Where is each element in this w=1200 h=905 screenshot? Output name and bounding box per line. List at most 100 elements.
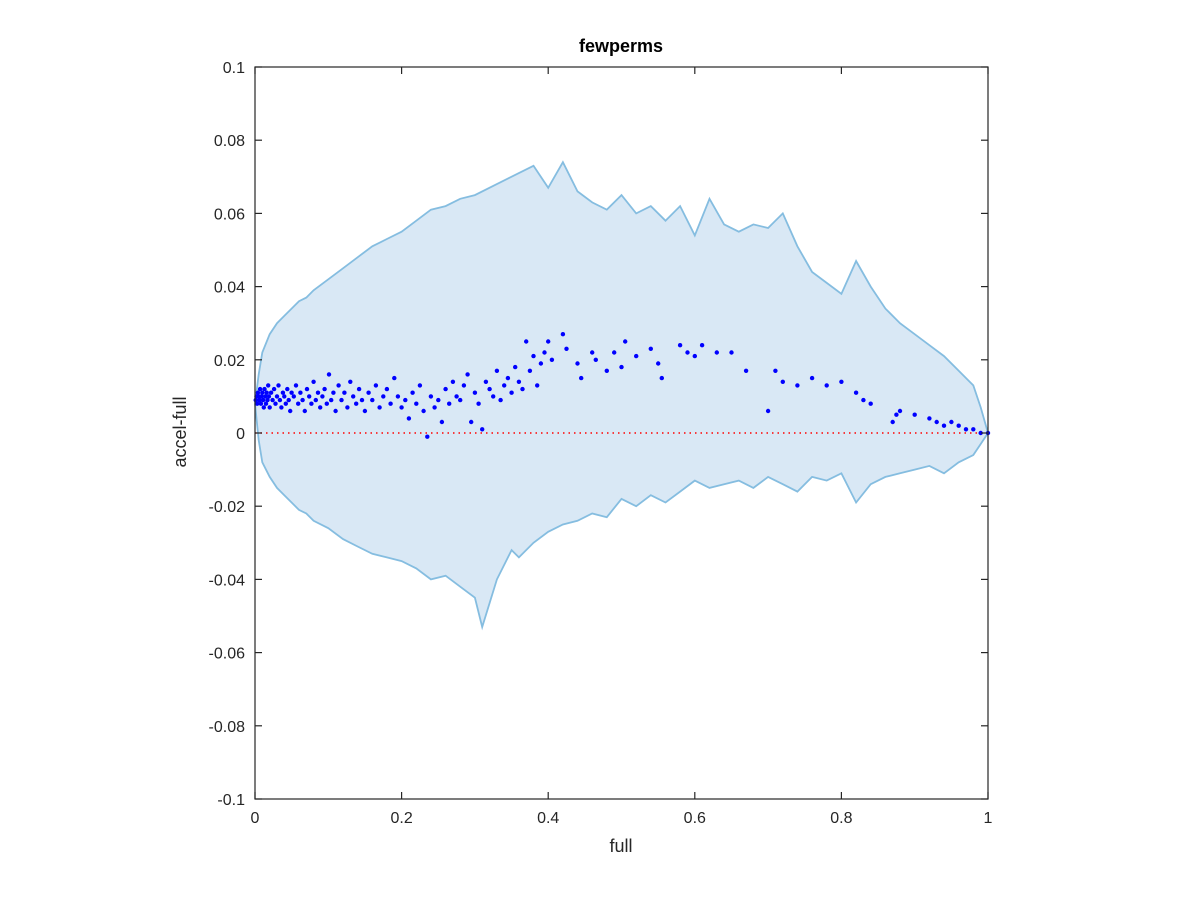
data-point [304,386,310,392]
data-point [356,386,362,392]
data-point [458,397,463,403]
data-point [388,401,393,406]
data-point [894,412,899,417]
y-tick-label: -0.06 [209,646,246,663]
data-point [491,394,496,399]
data-point [322,386,327,392]
data-point [436,397,441,403]
data-point [824,383,829,388]
x-tick-label: 0.2 [390,810,412,827]
data-point [270,397,275,403]
data-point [509,390,514,395]
data-point [685,350,690,355]
data-point [414,401,419,406]
data-point [656,361,661,366]
data-point [773,368,778,373]
data-point [280,390,286,395]
data-point [465,372,470,377]
data-point [560,332,566,337]
data-point [359,397,365,403]
data-point [527,368,533,373]
data-point [487,386,492,392]
y-tick-label: 0.08 [214,133,245,150]
data-point [505,375,511,381]
data-point [351,394,356,399]
data-point [392,375,397,381]
data-point [443,386,448,392]
data-point [261,405,266,410]
data-point [293,383,299,388]
data-point [432,405,437,410]
data-point [291,394,296,399]
data-point [309,401,314,406]
data-point [255,390,261,395]
x-axis-ticks: 0 0.2 0.4 0.6 0.8 1 [251,67,993,827]
data-point [263,394,268,399]
data-point [296,401,301,406]
data-point [258,401,264,406]
data-point [542,350,547,355]
data-point [941,423,947,428]
data-point [934,419,939,425]
data-point [318,405,323,410]
data-point [743,368,749,373]
data-point [286,397,291,403]
data-point [564,346,569,351]
data-point [377,405,382,410]
data-point [283,401,288,406]
data-point [476,401,481,406]
data-point [912,412,917,417]
y-tick-label: 0.1 [223,60,245,77]
data-point [447,401,452,406]
x-tick-label: 0.6 [684,810,706,827]
data-point [395,394,401,399]
data-point [362,408,368,414]
data-point [861,397,866,403]
data-point [326,372,332,377]
data-point [273,401,278,406]
data-point [266,383,271,388]
data-point [257,386,263,392]
data-point [260,397,266,403]
data-point [381,394,386,399]
data-point [406,416,412,421]
data-point [480,427,485,432]
data-point [897,408,903,414]
data-point [780,379,785,384]
data-point [619,364,624,370]
data-point [520,386,525,392]
data-point [839,379,844,384]
data-point [421,408,426,414]
data-point [454,394,459,399]
data-point [266,394,272,399]
x-tick-label: 0 [251,810,260,827]
data-point [410,390,415,395]
data-point [890,419,895,425]
data-point [978,430,983,436]
data-point [956,423,961,428]
y-tick-label: 0 [236,426,245,443]
data-point [354,401,359,406]
band-upper-edge [254,160,989,434]
data-point [260,390,265,395]
data-point [498,397,503,403]
data-point [502,383,507,388]
axes: 0 0.2 0.4 0.6 0.8 1 -0.1 -0.08 -0.06 -0.04 -0.02 0… [209,60,993,827]
data-point [450,379,456,384]
data-point [264,390,269,395]
data-point [546,339,551,344]
data-point [271,386,277,392]
data-point [320,394,325,399]
data-point [279,405,284,410]
chart-title: fewperms [579,36,663,56]
data-point [333,408,338,414]
data-point [949,419,954,425]
data-point [384,386,390,392]
data-point [288,408,293,414]
y-tick-label: -0.08 [209,719,246,736]
data-point [494,368,500,373]
data-point [267,405,272,410]
data-point [307,394,312,399]
data-point [300,397,305,403]
data-point [315,390,321,395]
